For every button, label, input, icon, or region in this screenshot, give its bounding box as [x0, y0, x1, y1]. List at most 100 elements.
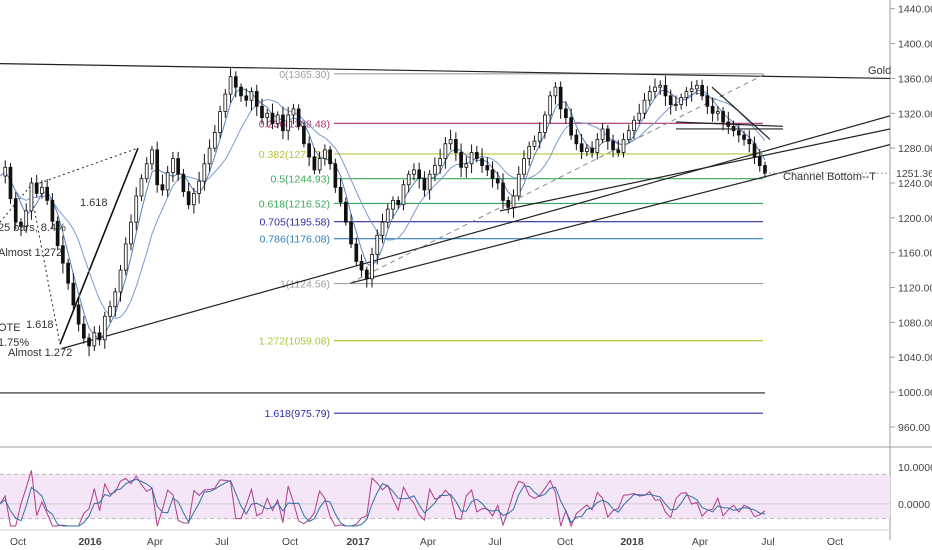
candle-body [281, 114, 285, 132]
candle-body [501, 182, 505, 201]
candle-body [296, 108, 301, 127]
candle-body [495, 178, 500, 184]
candle-body [359, 260, 364, 271]
candle-body [668, 95, 673, 105]
candle-body [632, 119, 636, 132]
fib-level-label: 1.618(975.79) [265, 408, 330, 420]
price-tick-label: 1440.00 [898, 4, 932, 16]
candle-body [579, 143, 584, 153]
candle-body [474, 152, 479, 159]
candle-body [343, 201, 348, 223]
candle-body [71, 282, 76, 306]
candle-body [679, 97, 684, 105]
candle-body [97, 332, 102, 341]
candle-body [144, 163, 149, 180]
time-tick-label: Oct [827, 536, 843, 548]
candle-body [763, 165, 767, 174]
candle-body [186, 191, 191, 206]
channel-bottom-line [61, 115, 891, 350]
candle-body [207, 147, 212, 165]
candle-body [328, 149, 332, 165]
pattern-dotted-line [29, 186, 61, 345]
candle-body [590, 147, 594, 153]
price-tick-label: 1360.00 [898, 73, 932, 85]
candle-body [506, 199, 511, 208]
candle-body [50, 199, 55, 222]
candle-body [621, 139, 626, 153]
osc-tick-label: 0.0000 [898, 499, 930, 511]
oscillator-line-1 [0, 470, 766, 528]
candle-body [511, 195, 516, 208]
oscillator-line-2 [0, 478, 766, 527]
candle-body [653, 86, 657, 92]
candle-body [24, 210, 29, 227]
candle-body [564, 108, 568, 119]
candle-body [291, 108, 296, 116]
candle-body [412, 169, 416, 175]
candle-body [197, 180, 201, 194]
candle-body [307, 143, 311, 158]
candle-body [223, 93, 228, 112]
candle-body [600, 128, 605, 140]
candle-body [480, 158, 484, 166]
pattern-solid-line [59, 147, 139, 345]
candle-body [558, 86, 563, 110]
candle-body [260, 105, 264, 119]
price-tick-label: 1000.00 [898, 387, 932, 399]
candle-body [742, 134, 746, 140]
candle-body [396, 199, 401, 206]
last-price-label: 1251.36 [896, 168, 932, 180]
candle-body [490, 169, 495, 180]
fib-level-label: 0(1365.30) [279, 69, 330, 81]
candle-body [55, 220, 60, 247]
time-tick-label: Apr [420, 536, 437, 548]
candle-body [595, 139, 600, 153]
time-tick-label: Oct [10, 536, 26, 548]
candle-body [323, 149, 327, 159]
candle-body [626, 130, 631, 140]
candle-body [202, 163, 207, 182]
candle-body [705, 95, 710, 107]
candle-body [543, 114, 547, 133]
candle-body [700, 84, 704, 97]
candle-body [710, 105, 715, 114]
annotation-channel-bottom: Channel Bottom--T [783, 171, 876, 183]
candle-body [647, 91, 652, 101]
candle-body [233, 76, 238, 88]
candle-body [108, 306, 112, 317]
candle-body [3, 166, 8, 177]
candle-body [385, 208, 390, 223]
channel-top-line [0, 63, 891, 80]
candle-body [417, 169, 422, 180]
price-tick-label: 1280.00 [898, 143, 932, 155]
candle-body [695, 84, 699, 90]
candle-body [574, 134, 579, 145]
time-tick-label: Apr [692, 536, 709, 548]
candle-body [61, 245, 65, 264]
annotation-25-bars: 25 bars, 8.4% [0, 222, 66, 234]
candle-body [433, 165, 437, 175]
candle-body [585, 147, 589, 153]
candle-body [19, 221, 23, 227]
candle-body [553, 86, 558, 97]
candle-body [8, 166, 13, 200]
candle-body [532, 140, 537, 147]
time-tick-label: Oct [557, 536, 573, 548]
candle-body [228, 76, 233, 95]
time-tick-label: Jul [215, 536, 228, 548]
price-tick-label: 1320.00 [898, 108, 932, 120]
candle-body [364, 269, 369, 280]
candle-body [349, 221, 353, 245]
price-tick-label: 1040.00 [898, 352, 932, 364]
candle-body [438, 158, 442, 166]
pattern-dotted-line [29, 147, 139, 187]
candle-body [312, 156, 317, 171]
flag-diag [711, 86, 771, 140]
upper-trend-line [499, 128, 891, 212]
candle-body [537, 132, 542, 142]
candle-body [522, 158, 526, 175]
candle-body [212, 132, 217, 149]
candle-body [192, 193, 196, 206]
candle-body [370, 254, 374, 280]
